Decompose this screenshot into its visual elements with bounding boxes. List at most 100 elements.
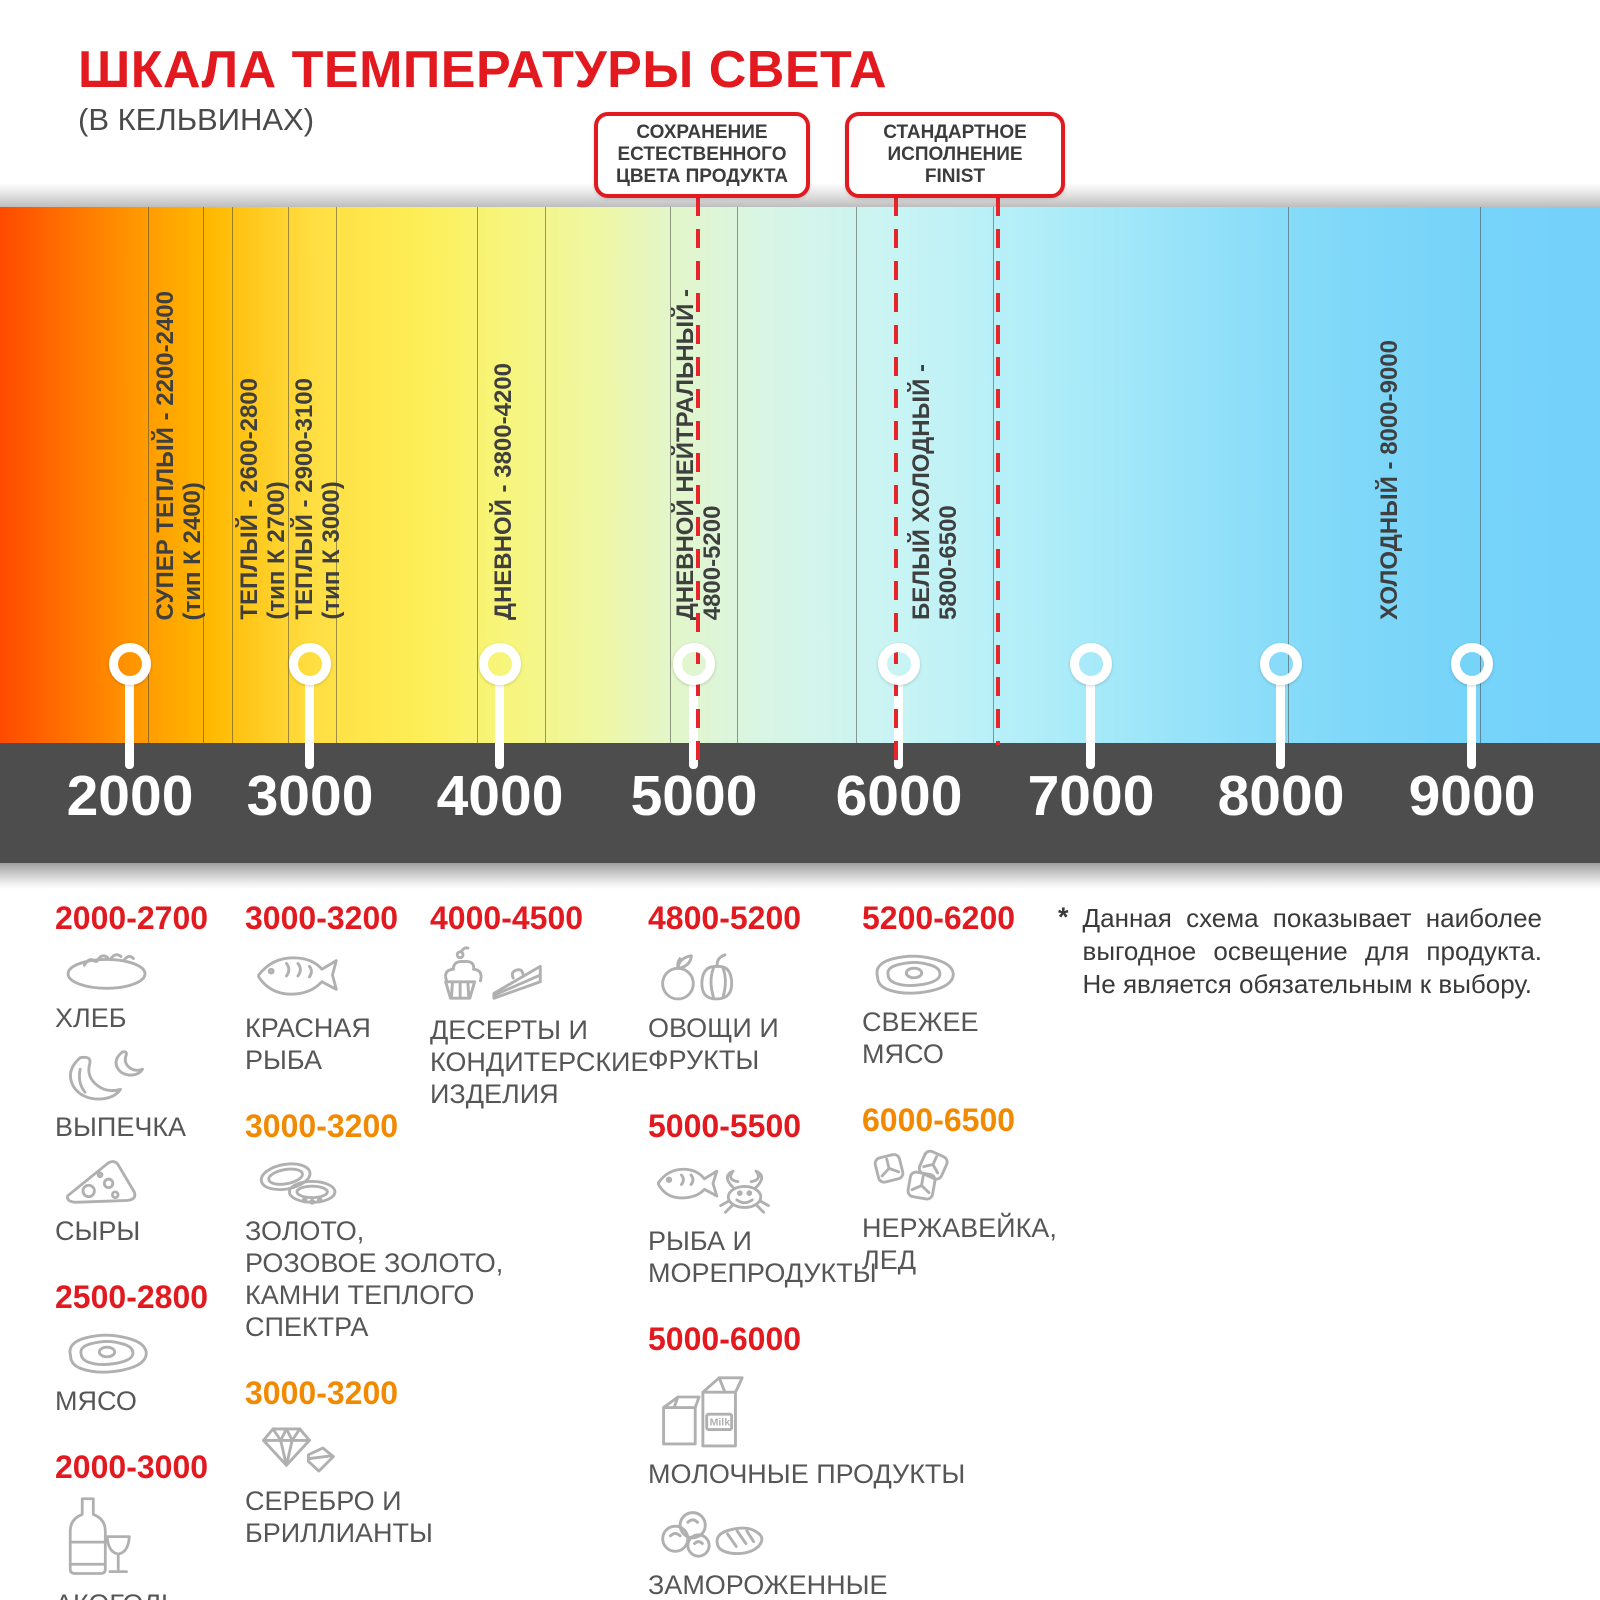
- dessert-icon: [436, 945, 645, 1012]
- product-group: 5000-6000 Milk МОЛОЧНЫЕ ПРОДУКТЫ ЗАМОРОЖЕНН…: [648, 1321, 965, 1600]
- milk-icon: Milk: [654, 1366, 878, 1456]
- product-label: ЗОЛОТО, РОЗОВОЕ ЗОЛОТО, КАМНИ ТЕПЛОГО СП…: [245, 1216, 504, 1342]
- product-group: 6000-6500 НЕРЖАВЕЙКА, ЛЕД: [862, 1102, 1062, 1276]
- marker-ring: [1070, 643, 1112, 685]
- product-column: 4000-4500 ДЕСЕРТЫ И КОНДИТЕРСКИЕ ИЗДЕЛИЯ: [430, 900, 649, 1120]
- product-item: ХЛЕБ: [55, 945, 245, 1034]
- scale-divider-line: [993, 207, 994, 743]
- marker-stem: [125, 682, 134, 769]
- marker-stem: [495, 682, 504, 769]
- rings-icon: [251, 1153, 480, 1213]
- footnote-text: Данная схема показывает наиболее выгодно…: [1082, 903, 1542, 999]
- product-column: 5200-6200 СВЕЖЕЕ МЯСО 6000-6500 НЕРЖАВЕЙКА,…: [862, 900, 1062, 1286]
- product-item: ЗАМОРОЖЕННЫЕ ПОЛУФАБРИКАТЫ: [648, 1500, 887, 1600]
- scale-divider-line: [148, 207, 149, 743]
- product-item: НЕРЖАВЕЙКА, ЛЕД: [862, 1147, 1062, 1276]
- fish-icon: [251, 945, 480, 1010]
- product-group: 3000-3200 ЗОЛОТО, РОЗОВОЕ ЗОЛОТО, КАМНИ Т…: [245, 1108, 503, 1343]
- product-label: СЫРЫ: [55, 1216, 141, 1246]
- product-item: ДЕСЕРТЫ И КОНДИТЕРСКИЕ ИЗДЕЛИЯ: [430, 945, 649, 1110]
- kelvin-axis-bar: 2000 3000 4000 5000 6000 7000 8000 9000: [0, 743, 1600, 863]
- range-label: 3000-3200: [245, 1108, 399, 1144]
- product-label: СВЕЖЕЕ МЯСО: [862, 1007, 979, 1069]
- seafood-icon: [654, 1153, 878, 1223]
- range-label: 5000-6000: [648, 1321, 802, 1357]
- product-group: 2000-2700 ХЛЕБ ВЫПЕЧКА СЫРЫ: [55, 900, 245, 1247]
- product-label: КРАСНАЯ РЫБА: [245, 1013, 371, 1075]
- product-column: 4800-5200 ОВОЩИ И ФРУКТЫ 5000-5500 РЫБА И М…: [648, 900, 965, 1600]
- product-group: 4000-4500 ДЕСЕРТЫ И КОНДИТЕРСКИЕ ИЗДЕЛИЯ: [430, 900, 649, 1110]
- kelvin-tick-label: 9000: [1408, 764, 1536, 828]
- bottom-shadow-band: [0, 863, 1600, 889]
- product-item: АКОГОЛЬ: [55, 1494, 245, 1600]
- product-label: РЫБА И МОРЕПРОДУКТЫ: [648, 1226, 877, 1288]
- frozen-icon: [654, 1500, 878, 1567]
- product-group: 5000-5500 РЫБА И МОРЕПРОДУКТЫ: [648, 1108, 878, 1289]
- page-subtitle: (В КЕЛЬВИНАХ): [78, 102, 315, 137]
- product-label: ВЫПЕЧКА: [55, 1112, 187, 1142]
- band-label: ТЕПЛЫЙ - 2900-3100 (тип К 3000): [291, 378, 345, 620]
- marker-ring: [479, 643, 521, 685]
- alcohol-icon: [61, 1494, 245, 1586]
- footnote: * Данная схема показывает наиболее выгод…: [1058, 902, 1542, 1001]
- temperature-gradient-bar: СУПЕР ТЕПЛЫЙ - 2200-2400 (тип К 2400) ТЕП…: [0, 207, 1600, 743]
- scale-divider-line: [545, 207, 546, 743]
- scale-divider-line: [477, 207, 478, 743]
- kelvin-tick-label: 3000: [246, 764, 374, 828]
- product-label: СЕРЕБРО И БРИЛЛИАНТЫ: [245, 1486, 433, 1548]
- dashed-guide-line: [894, 197, 898, 770]
- product-group: 4800-5200 ОВОЩИ И ФРУКТЫ: [648, 900, 878, 1076]
- page-title: ШКАЛА ТЕМПЕРАТУРЫ СВЕТА: [78, 41, 888, 99]
- range-label: 3000-3200: [245, 900, 399, 936]
- product-label: ХЛЕБ: [55, 1003, 127, 1033]
- marker-ring: [878, 643, 920, 685]
- range-label: 2500-2800: [55, 1279, 209, 1315]
- callout-standard-finist-text: СТАНДАРТНОЕ ИСПОЛНЕНИЕ FINIST: [883, 122, 1027, 187]
- product-label: МЯСО: [55, 1386, 137, 1416]
- svg-text:Milk: Milk: [710, 1417, 731, 1429]
- scale-divider-line: [856, 207, 857, 743]
- product-item: СЕРЕБРО И БРИЛЛИАНТЫ: [245, 1420, 480, 1549]
- product-label: АКОГОЛЬ: [55, 1588, 179, 1600]
- scale-divider-line: [1480, 207, 1481, 743]
- marker-ring: [1451, 643, 1493, 685]
- scale-divider-line: [737, 207, 738, 743]
- marker-ring: [109, 643, 151, 685]
- kelvin-tick-label: 5000: [630, 764, 758, 828]
- footnote-asterisk: *: [1058, 902, 1069, 932]
- scale-divider-line: [288, 207, 289, 743]
- marker-stem: [1467, 682, 1476, 769]
- marker-ring: [673, 643, 715, 685]
- dashed-guide-line: [696, 197, 700, 770]
- callout-standard-finist: СТАНДАРТНОЕ ИСПОЛНЕНИЕ FINIST: [845, 112, 1065, 198]
- band-label: СУПЕР ТЕПЛЫЙ - 2200-2400 (тип К 2400): [152, 290, 206, 620]
- callout-natural-color-text: СОХРАНЕНИЕ ЕСТЕСТВЕННОГО ЦВЕТА ПРОДУКТА: [615, 122, 789, 187]
- kelvin-tick-label: 4000: [436, 764, 564, 828]
- range-label: 4000-4500: [430, 900, 584, 936]
- kelvin-tick-label: 2000: [66, 764, 194, 828]
- marker-stem: [1276, 682, 1285, 769]
- scale-divider-line: [1288, 207, 1289, 743]
- marker-stem: [305, 682, 314, 769]
- range-label: 5000-5500: [648, 1108, 802, 1144]
- range-label: 6000-6500: [862, 1102, 1016, 1138]
- product-column: 2000-2700 ХЛЕБ ВЫПЕЧКА СЫРЫ 2500-2800 МЯСО 200…: [55, 900, 245, 1600]
- range-label: 5200-6200: [862, 900, 1016, 936]
- scale-divider-line: [203, 207, 204, 743]
- product-label: ДЕСЕРТЫ И КОНДИТЕРСКИЕ ИЗДЕЛИЯ: [430, 1015, 649, 1109]
- callout-natural-color: СОХРАНЕНИЕ ЕСТЕСТВЕННОГО ЦВЕТА ПРОДУКТА: [594, 112, 810, 198]
- kelvin-tick-label: 6000: [835, 764, 963, 828]
- product-item: КРАСНАЯ РЫБА: [245, 945, 480, 1076]
- band-label: ТЕПЛЫЙ - 2600-2800 (тип К 2700): [236, 378, 290, 620]
- range-label: 3000-3200: [245, 1375, 399, 1411]
- kelvin-tick-label: 8000: [1217, 764, 1345, 828]
- band-label: ХОЛОДНЫЙ - 8000-9000: [1376, 340, 1403, 620]
- range-label: 2000-3000: [55, 1449, 209, 1485]
- product-group: 3000-3200 КРАСНАЯ РЫБА: [245, 900, 480, 1076]
- product-item: ВЫПЕЧКА: [55, 1044, 245, 1143]
- steak-icon: [868, 945, 1062, 1004]
- marker-ring: [289, 643, 331, 685]
- product-column: 3000-3200 КРАСНАЯ РЫБА 3000-3200 ЗОЛОТО, РО…: [245, 900, 503, 1559]
- marker-stem: [894, 682, 903, 769]
